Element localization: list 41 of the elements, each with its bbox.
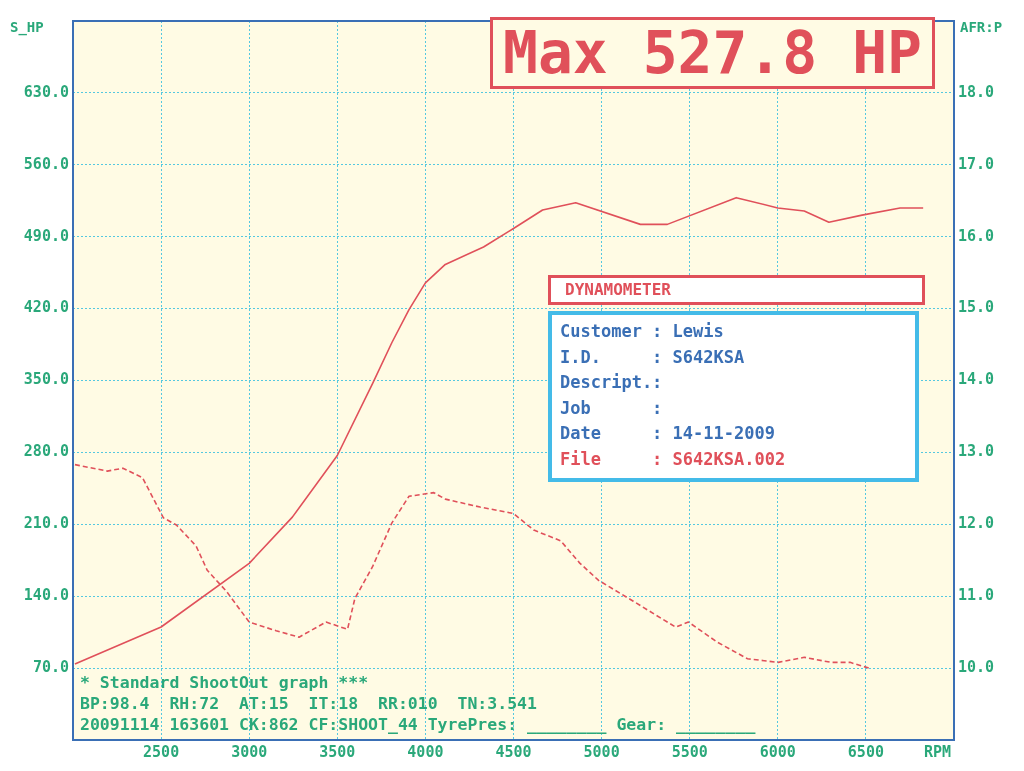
x-tick-label: 3000 xyxy=(231,742,268,761)
y2-tick-label: 14.0 xyxy=(958,370,995,389)
annotation: BP:98.4 RH:72 AT:15 IT:18 RR:010 TN:3.541 xyxy=(80,693,538,714)
annotation: File : S642KSA.002 xyxy=(560,447,787,471)
annotation: Descript.: xyxy=(560,371,664,394)
y2-tick-label: 11.0 xyxy=(958,586,995,605)
y-tick-label: 560.0 xyxy=(23,154,69,173)
x-tick-label: 5500 xyxy=(671,742,708,761)
annotation: 20091114 163601 CK:862 CF:SHOOT_44 TyrePres: ________ Gear: ________ xyxy=(80,714,756,735)
y2-tick-label: 12.0 xyxy=(958,514,995,533)
annotation: I.D. : S642KSA xyxy=(560,345,746,369)
y-axis-title: S_HP xyxy=(10,18,44,36)
x-tick-label: 6000 xyxy=(759,742,796,761)
y2-tick-label: 16.0 xyxy=(958,226,995,245)
x-tick-label: 4000 xyxy=(407,742,444,761)
y-tick-label: 140.0 xyxy=(23,586,69,605)
headline-panel: Max 527.8 HP xyxy=(490,17,936,89)
x-tick-label: 5000 xyxy=(583,742,620,761)
y2-tick-label: 10.0 xyxy=(958,657,995,676)
y-tick-label: 280.0 xyxy=(23,442,69,461)
y-tick-label: 70.0 xyxy=(32,657,69,676)
y-tick-label: 420.0 xyxy=(23,298,69,317)
x-axis-title: RPM xyxy=(924,743,952,762)
y-tick-label: 210.0 xyxy=(23,514,69,533)
x-tick-label: 6500 xyxy=(847,742,884,761)
y-tick-label: 350.0 xyxy=(23,370,69,389)
x-tick-label: 2500 xyxy=(143,742,180,761)
y2-tick-label: 15.0 xyxy=(958,298,995,317)
y-tick-label: 630.0 xyxy=(23,82,69,101)
annotation: Date : 14-11-2009 xyxy=(560,422,776,445)
y-tick-label: 490.0 xyxy=(23,226,69,245)
y2-tick-label: 18.0 xyxy=(958,82,995,101)
annotation: * Standard ShootOut graph *** xyxy=(80,672,370,693)
annotation: Job : xyxy=(560,396,664,420)
x-tick-label: 4500 xyxy=(495,742,532,761)
annotation: Customer : Lewis xyxy=(560,320,725,343)
x-tick-label: 3500 xyxy=(319,742,356,761)
y2-tick-label: 13.0 xyxy=(958,442,995,461)
header-panel: DYNAMOMETER xyxy=(548,275,925,305)
y2-tick-label: 17.0 xyxy=(958,154,995,173)
y2-axis-title: AFR:P xyxy=(960,18,1003,35)
